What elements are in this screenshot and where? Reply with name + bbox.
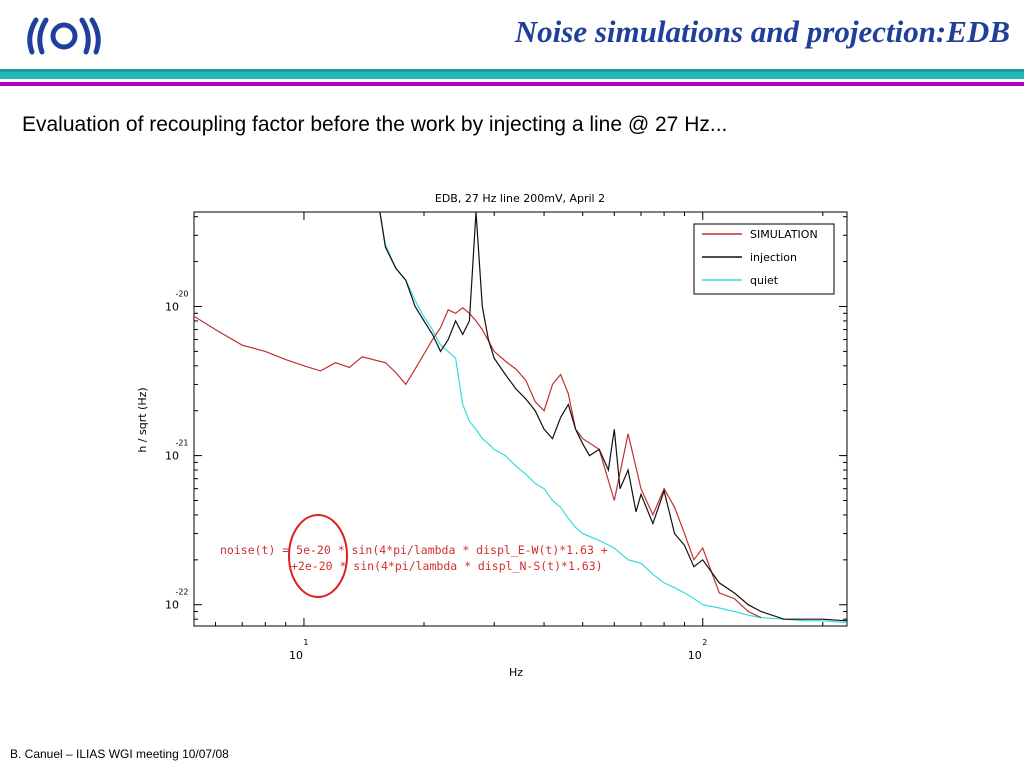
- header-divider-magenta: [0, 82, 1024, 86]
- x-tick-label: 10: [289, 649, 303, 662]
- legend-box: [693, 223, 835, 295]
- virgo-logo: [22, 16, 106, 56]
- series-line-simulation: [194, 307, 762, 619]
- chart-svg: EDB, 27 Hz line 200mV, April 2 10110210-…: [136, 192, 848, 679]
- legend-label: SIMULATION: [750, 228, 818, 241]
- series-line-injection: [379, 212, 847, 622]
- y-tick-exponent: -22: [175, 588, 188, 597]
- y-tick-label: 10: [165, 450, 179, 463]
- x-tick-exponent: 1: [303, 638, 308, 647]
- noise-spectrum-chart: EDB, 27 Hz line 200mV, April 2 10 1 10 2 10-…: [125, 180, 885, 695]
- series-line-quiet: [379, 212, 847, 624]
- header-divider-teal: [0, 69, 1024, 79]
- x-axis-label: Hz: [509, 666, 523, 679]
- y-tick-label: 10: [165, 300, 179, 313]
- y-tick-label: 10: [165, 599, 179, 612]
- y-tick-exponent: -21: [175, 439, 188, 448]
- series-layer: [194, 212, 847, 624]
- slide-subtitle: Evaluation of recoupling factor before t…: [22, 113, 728, 136]
- x-tick-exponent: 2: [702, 638, 707, 647]
- x-tick-label: 10: [688, 649, 702, 662]
- slide-title: Noise simulations and projection:EDB: [514, 14, 1010, 49]
- annotation-circle: [288, 514, 348, 598]
- annotation-layer: noise(t) = 5e-20 * sin(4*pi/lambda * dis…: [220, 514, 608, 598]
- y-tick-exponent: -20: [175, 289, 188, 298]
- slide-footer: B. Canuel – ILIAS WGI meeting 10/07/08: [10, 747, 229, 761]
- legend: SIMULATION injection quiet: [693, 223, 835, 295]
- legend-label: injection: [750, 251, 797, 264]
- annotation-line-1: noise(t) = 5e-20 * sin(4*pi/lambda * dis…: [220, 543, 608, 557]
- chart-title: EDB, 27 Hz line 200mV, April 2: [435, 192, 605, 205]
- annotation-line-2: +2e-20 * sin(4*pi/lambda * displ_N-S(t)*…: [291, 559, 603, 573]
- y-axis-label: h / sqrt (Hz): [136, 387, 149, 452]
- legend-label: quiet: [750, 274, 779, 287]
